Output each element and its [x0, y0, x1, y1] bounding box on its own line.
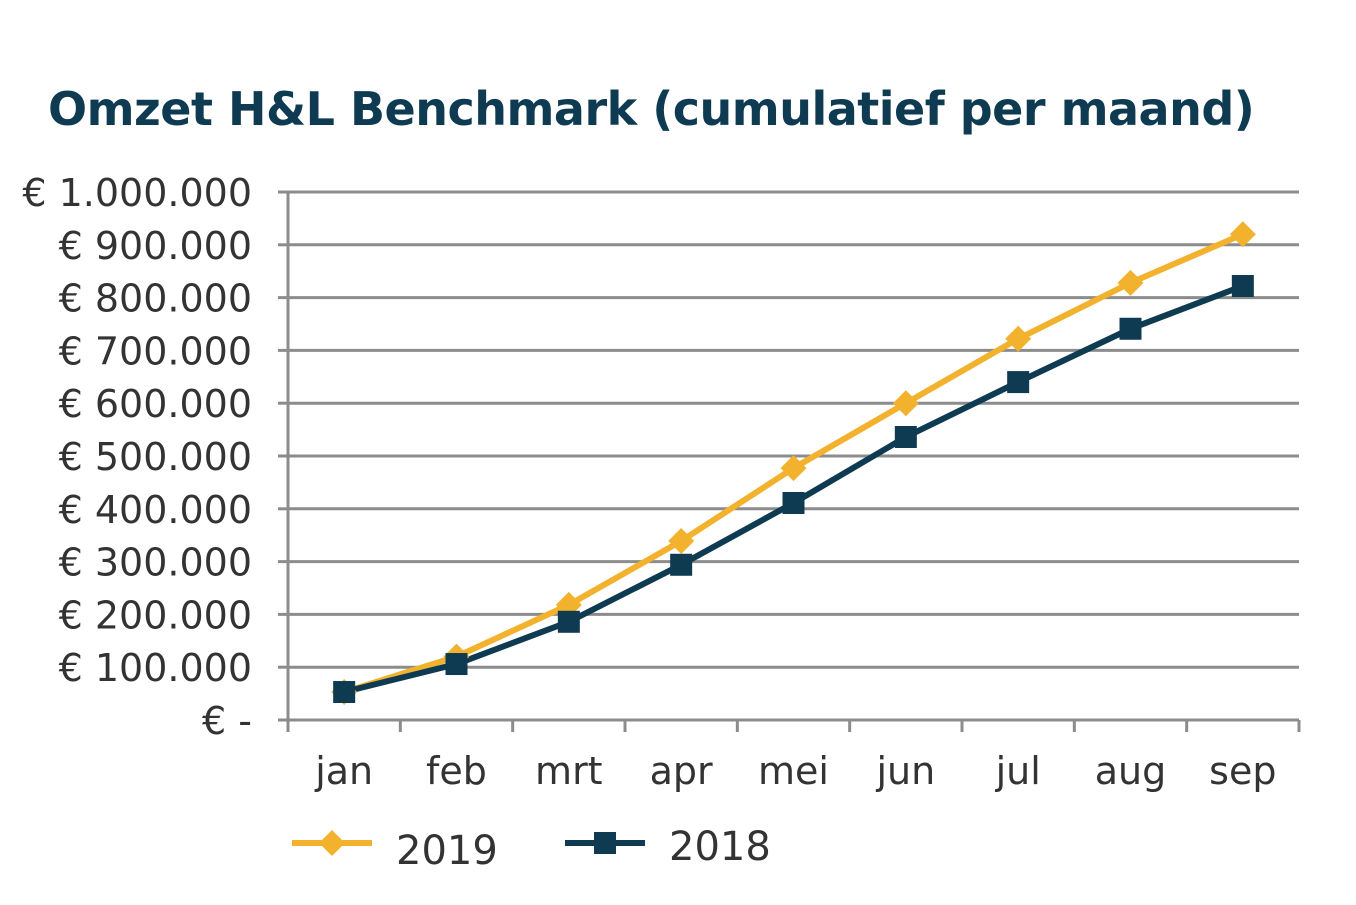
x-tick-label: aug: [1095, 749, 1167, 793]
data-point-2018: [1119, 317, 1142, 340]
x-tick-label: jan: [314, 749, 373, 793]
series-line-2018: [343, 283, 1244, 695]
y-tick-label: € 500.000: [59, 435, 252, 479]
data-point-2018: [557, 610, 580, 633]
y-tick-labels: € - € 100.000 € 200.000 € 300.000 € 400.000 €…: [22, 171, 252, 743]
data-point-2019: [1005, 325, 1032, 352]
x-tick-label: jul: [995, 749, 1041, 793]
data-point-2019: [1229, 221, 1256, 248]
data-point-2018: [894, 425, 917, 448]
y-tick-label: € 600.000: [59, 382, 252, 426]
y-tick-label: € 100.000: [59, 646, 252, 690]
y-tick-label: € 1.000.000: [22, 171, 252, 215]
data-point-2019: [668, 528, 695, 555]
x-tick-label: apr: [650, 749, 713, 793]
data-point-2019: [780, 455, 807, 482]
legend-marker-diamond-icon: [319, 830, 345, 856]
data-point-2018: [1007, 371, 1030, 394]
y-tick-label: € 300.000: [59, 541, 252, 585]
axes: [278, 190, 1301, 732]
x-tick-label: jun: [875, 749, 935, 793]
legend: 2019 2018: [292, 824, 771, 874]
data-point-2018: [670, 553, 693, 576]
y-tick-label: € 700.000: [59, 329, 252, 373]
series-markers: [331, 221, 1256, 706]
legend-marker-square-icon: [594, 832, 616, 854]
y-tick-label: € 400.000: [59, 488, 252, 532]
y-tick-label: € 900.000: [59, 224, 252, 268]
data-point-2018: [333, 681, 356, 704]
data-point-2018: [445, 653, 468, 676]
chart-title: Omzet H&L Benchmark (cumulatief per maan…: [48, 82, 1255, 136]
data-point-2018: [782, 491, 805, 514]
x-tick-label: mei: [758, 749, 829, 793]
data-point-2018: [1231, 274, 1254, 297]
legend-item-2018: 2018: [565, 824, 771, 870]
y-tick-label: € 800.000: [59, 277, 252, 321]
x-tick-label: mrt: [535, 749, 603, 793]
legend-item-2019: 2019: [292, 828, 498, 874]
legend-label: 2018: [669, 824, 771, 870]
x-tick-label: feb: [426, 749, 487, 793]
data-point-2019: [892, 390, 919, 417]
gridlines: [288, 190, 1299, 669]
y-tick-label: € 200.000: [59, 593, 252, 637]
legend-label: 2019: [396, 828, 498, 874]
x-tick-labels: jan feb mrt apr mei jun jul aug sep: [314, 749, 1276, 793]
x-tick-label: sep: [1209, 749, 1276, 793]
y-tick-label: € -: [202, 699, 252, 743]
data-point-2019: [1117, 269, 1144, 296]
